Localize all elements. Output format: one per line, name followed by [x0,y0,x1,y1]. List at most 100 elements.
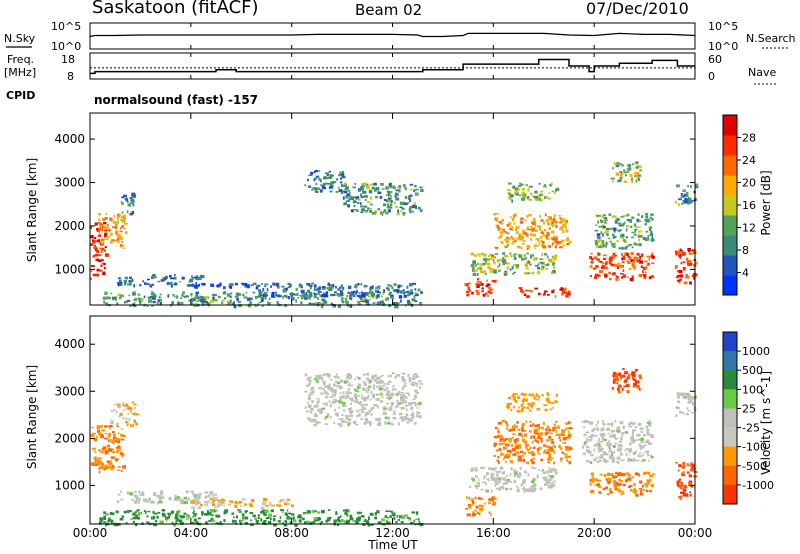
velocity-cell-2 [369,512,374,516]
power-cell-8 [362,182,367,186]
power-cell-3 [170,281,173,285]
power-cell-11 [503,231,507,233]
power-cell-15 [602,233,604,237]
velocity-cell-3 [204,495,208,499]
power-cell-5 [414,292,417,294]
velocity-cell-10 [591,475,594,478]
velocity-cell-2 [337,523,340,526]
velocity-cell-0 [117,432,120,435]
velocity-cell-2 [390,510,393,513]
velocity-cell-7 [541,469,545,471]
power-cell-13 [565,295,569,298]
velocity-cell-2 [181,515,185,519]
power-cell-5 [152,300,156,304]
velocity-cell-5 [403,385,407,387]
velocity-cell-10 [645,489,649,493]
power-cell-16 [631,177,633,180]
velocity-cell-8 [505,461,507,463]
power-cell-4 [281,285,285,288]
velocity-cell-6 [474,496,477,499]
power-cell-5 [313,296,318,299]
velocity-cell-5 [311,389,314,392]
velocity-cell-2 [272,517,276,522]
velocity-cell-7 [536,473,539,478]
power-cell-7 [339,177,343,180]
power-cell-9 [479,281,482,284]
velocity-cell-8 [498,447,502,451]
power-cell-5 [129,304,132,308]
power-cell-8 [380,195,382,198]
power-cell-11 [510,226,514,230]
power-cell-7 [330,181,333,185]
velocity-cell-13 [678,464,682,466]
velocity-cell-0 [121,453,125,456]
power-cell-5 [388,293,391,296]
velocity-cell-9 [522,401,525,405]
power-cell-8 [383,198,387,202]
velocity-cell-5 [347,422,352,425]
velocity-cell-14 [677,400,681,404]
power-cell-1 [122,214,127,219]
power-cell-11 [554,236,558,241]
velocity-cell-5 [356,410,360,413]
power-cell-3 [151,283,154,286]
power-cell-0 [92,273,96,277]
power-cell-5 [123,301,127,304]
power-cell-14 [604,262,608,265]
power-cell-9 [476,280,480,283]
velocity-cell-8 [509,428,514,432]
power-cell-10 [503,273,507,276]
power-cell-8 [386,203,390,207]
power-cell-15 [635,226,639,229]
velocity-cell-5 [386,396,389,399]
velocity-cell-5 [304,373,308,377]
velocity-cell-5 [320,409,324,413]
velocity-cell-11 [595,423,598,427]
power-cell-14 [605,261,608,264]
velocity-cell-11 [597,450,600,453]
power-panel [89,112,696,306]
power-cell-12 [515,187,519,191]
velocity-cell-3 [209,490,214,495]
velocity-cell-5 [369,410,371,414]
velocity-cell-3 [156,495,160,498]
power-cell-15 [617,229,621,232]
velocity-cell-10 [652,473,655,475]
power-cell-10 [506,266,509,270]
velocity-cell-11 [607,446,611,449]
power-cell-6 [406,294,409,297]
velocity-cell-7 [492,467,496,471]
velocity-cell-5 [399,417,403,419]
power-cell-10 [498,269,501,272]
power-cell-15 [631,216,635,219]
velocity-cell-2 [99,519,103,522]
power-cell-6 [398,295,403,299]
velocity-cell-5 [380,391,382,395]
velocity-cell-11 [633,457,636,460]
velocity-cell-9 [526,406,529,409]
velocity-cell-7 [514,471,518,476]
power-cell-14 [639,260,643,264]
velocity-cell-4 [286,498,291,501]
velocity-cell-1 [128,417,131,421]
velocity-cell-5 [348,373,351,377]
power-cell-8 [360,211,364,214]
velocity-cell-10 [597,485,602,488]
power-cell-8 [345,186,349,190]
velocity-cell-2 [302,511,307,514]
power-cell-9 [476,278,480,281]
power-cell-5 [128,294,131,297]
velocity-cell-11 [645,425,649,429]
power-cell-8 [399,201,404,206]
power-colorbar-segment [723,255,737,276]
power-cell-17 [679,274,684,278]
power-cell-10 [534,264,539,267]
velocity-cell-7 [480,488,484,491]
velocity-cell-2 [119,517,124,521]
velocity-cell-11 [621,432,625,435]
power-cell-17 [693,276,695,280]
power-cell-18 [680,193,683,195]
power-cell-11 [550,237,554,240]
velocity-cell-0 [94,450,97,453]
velocity-cell-11 [600,454,603,458]
